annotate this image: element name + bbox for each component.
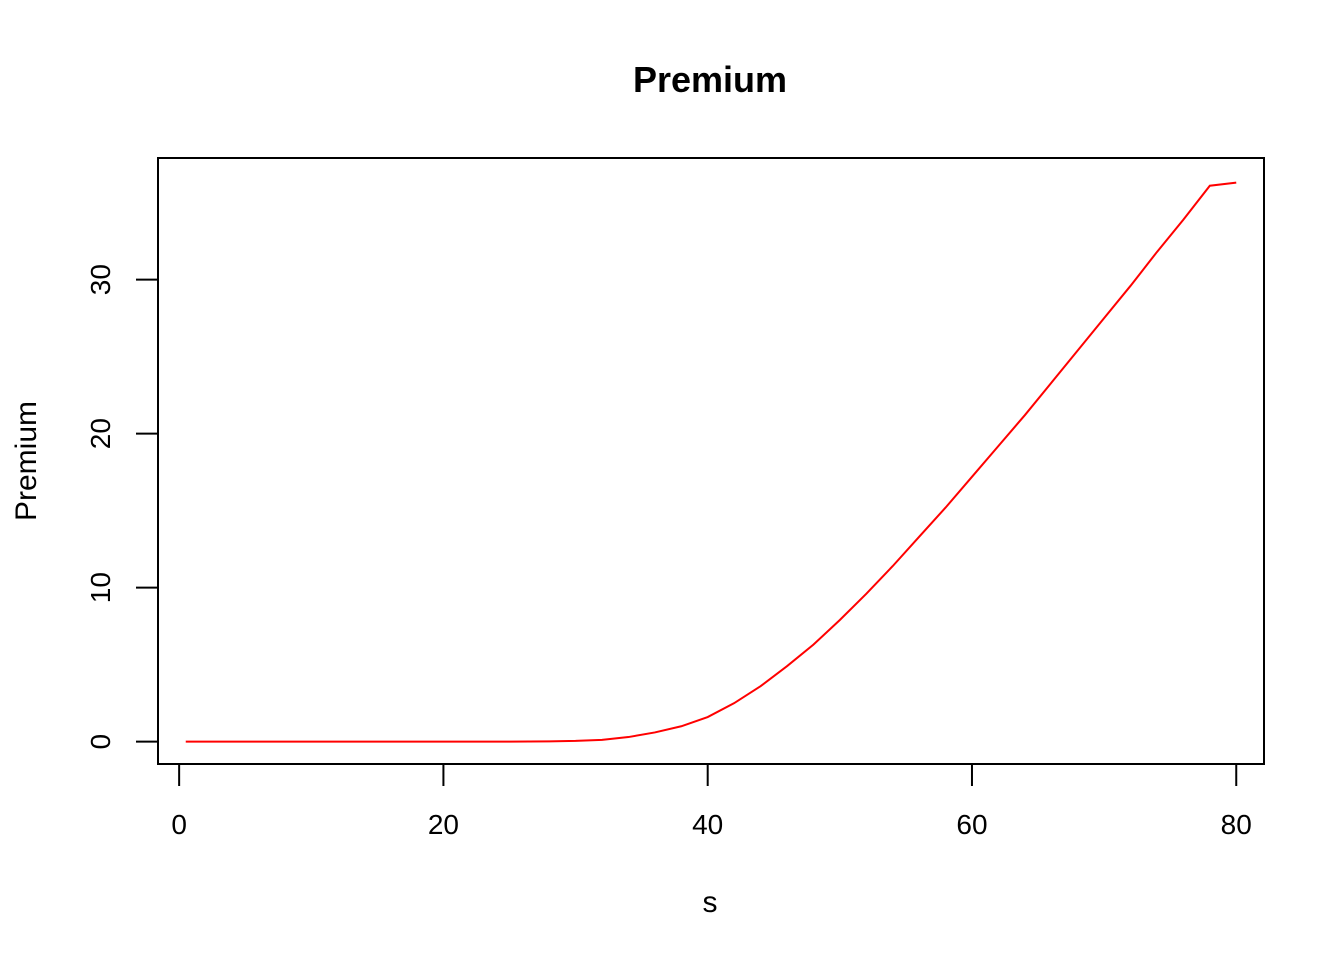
- x-axis-label: s: [703, 886, 718, 919]
- x-tick-label: 60: [956, 809, 987, 840]
- y-axis: 0 10 20 30: [85, 264, 159, 750]
- x-tick-label: 40: [692, 809, 723, 840]
- x-tick-label: 80: [1221, 809, 1252, 840]
- y-axis-label: Premium: [10, 401, 43, 521]
- x-axis: 0 20 40 60 80: [171, 763, 1252, 840]
- chart-title: Premium: [633, 59, 787, 100]
- y-tick-label: 10: [85, 572, 116, 603]
- premium-series-line: [185, 181, 1237, 743]
- y-tick-label: 20: [85, 418, 116, 449]
- y-tick-label: 30: [85, 264, 116, 295]
- x-tick-label: 0: [171, 809, 187, 840]
- y-tick-label: 0: [85, 734, 116, 750]
- x-tick-label: 20: [428, 809, 459, 840]
- plot-frame: [157, 157, 1265, 765]
